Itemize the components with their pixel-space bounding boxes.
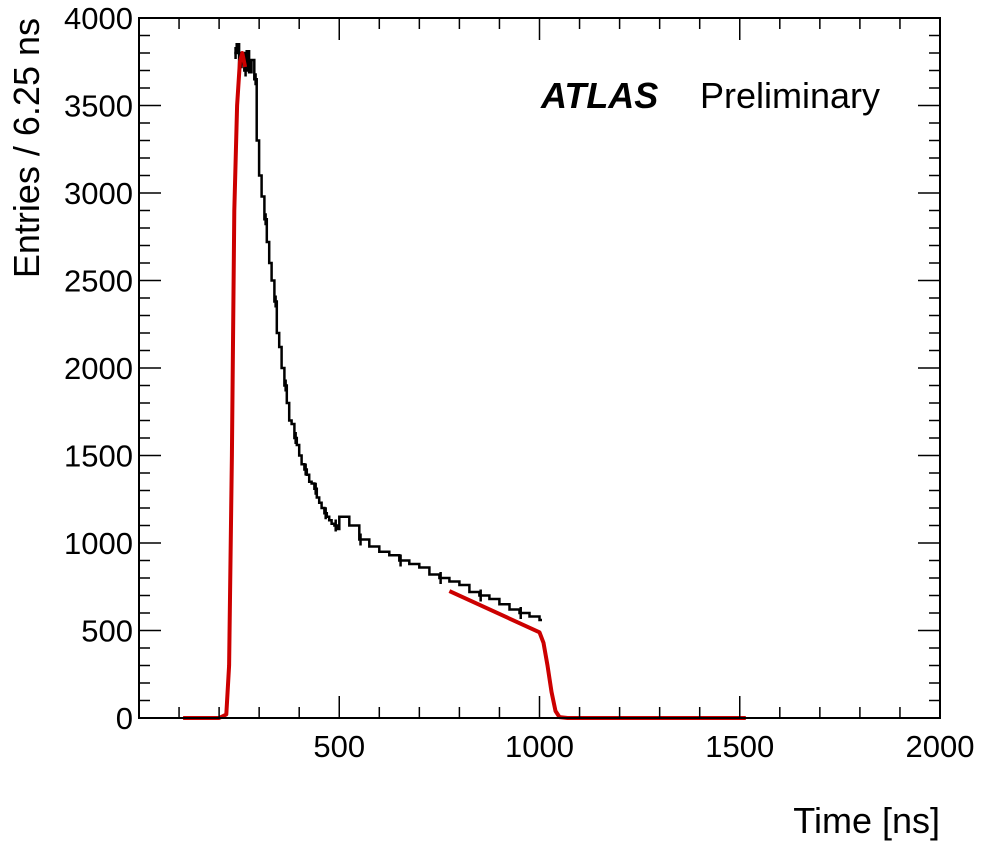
y-tick-label: 500 — [81, 614, 133, 649]
y-tick-label: 2000 — [64, 351, 133, 386]
plot-frame — [138, 17, 941, 719]
y-tick-label: 1000 — [64, 526, 133, 561]
y-axis-title: Entries / 6.25 ns — [6, 18, 47, 278]
y-tick-label: 3000 — [64, 176, 133, 211]
tick-labels-layer: 500 1000 1500 2000 0 500 1000 1500 2000 2500 3000 3… — [64, 1, 974, 764]
y-tick-label: 2500 — [64, 264, 133, 299]
atlas-label: ATLAS — [540, 75, 658, 116]
preliminary-label: Preliminary — [700, 75, 880, 116]
y-tick-label: 0 — [116, 701, 133, 736]
x-axis-title: Time [ns] — [793, 800, 940, 841]
x-tick-label: 1000 — [505, 729, 574, 764]
x-tick-label: 1500 — [705, 729, 774, 764]
histogram-layer — [234, 43, 542, 622]
x-tick-label: 2000 — [906, 729, 975, 764]
x-tick-label: 500 — [313, 729, 365, 764]
y-tick-label: 1500 — [64, 439, 133, 474]
fit-curve-1 — [183, 51, 248, 720]
y-tick-label: 3500 — [64, 89, 133, 124]
y-tick-label: 4000 — [64, 1, 133, 36]
